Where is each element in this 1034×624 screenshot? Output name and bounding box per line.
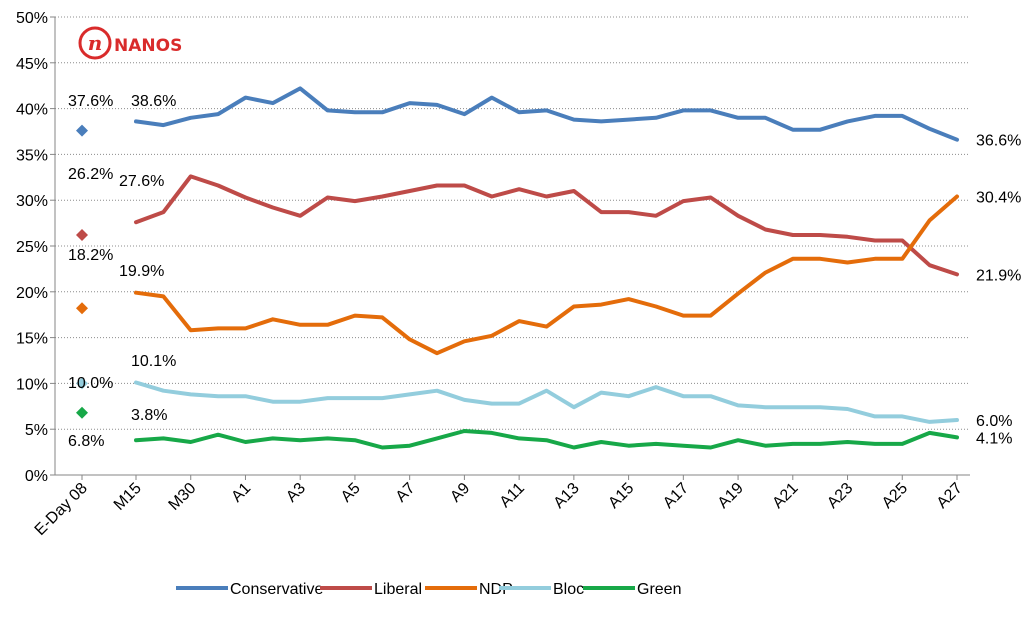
start-label: 3.8%: [131, 407, 167, 424]
series-line-bloc: [134, 380, 959, 424]
series-line-ndp: [134, 194, 959, 356]
y-tick-label: 40%: [16, 102, 48, 119]
start-label: 38.6%: [131, 93, 176, 110]
y-tick-label: 15%: [16, 331, 48, 348]
y-tick-label: 25%: [16, 239, 48, 256]
start-label: 10.1%: [131, 353, 176, 370]
end-label: 36.6%: [976, 133, 1021, 150]
series-line-conservative: [134, 86, 959, 142]
y-tick-label: 5%: [25, 422, 48, 439]
x-tick-label: A19: [715, 480, 747, 512]
x-tick-label: A13: [551, 480, 583, 512]
x-tick-label: A5: [338, 480, 364, 506]
eday-label: 26.2%: [68, 166, 113, 183]
x-tick-label: A9: [447, 480, 473, 506]
end-label: 4.1%: [976, 430, 1012, 447]
end-label: 30.4%: [976, 190, 1021, 207]
x-axis: E-Day 08 M15 M30 A1 A3 A5 A7 A9 A11 A13 A15 A17 A19 A…: [32, 474, 970, 539]
end-label: 21.9%: [976, 267, 1021, 284]
election-day-markers: [76, 124, 88, 419]
y-tick-label: 35%: [16, 147, 48, 164]
eday-label: 18.2%: [68, 247, 113, 264]
x-tick-label: A21: [769, 480, 801, 512]
legend-label: Green: [637, 581, 681, 598]
x-tick-label: A3: [283, 480, 309, 506]
y-tick-label: 20%: [16, 285, 48, 302]
x-tick-label: A25: [879, 480, 911, 512]
y-axis: 0% 5% 10% 15% 20% 25% 30% 35% 40% 45% 50%: [16, 10, 56, 485]
y-tick-label: 50%: [16, 10, 48, 27]
legend-label: NDP: [479, 581, 513, 598]
series-line-green: [134, 429, 959, 450]
eday-marker-conservative: [76, 124, 88, 137]
x-tick-label: M30: [166, 480, 200, 514]
legend: Conservative Liberal NDP Bloc Green: [176, 581, 681, 598]
eday-marker-ndp: [76, 302, 88, 315]
nanos-logo: n NANOS: [78, 26, 182, 60]
start-label: 19.9%: [119, 263, 164, 280]
x-tick-label: M15: [111, 480, 145, 514]
x-tick-label: A11: [497, 480, 528, 511]
x-tick-label: A17: [660, 480, 692, 512]
y-tick-label: 10%: [16, 376, 48, 393]
eday-marker-liberal: [76, 229, 88, 242]
x-tick-label: A23: [824, 480, 856, 512]
x-tick-label: E-Day 08: [32, 480, 91, 539]
series-lines: [134, 86, 959, 450]
data-labels: 37.6% 26.2% 18.2% 10.0% 6.8% 38.6% 27.6% 19.9% 1…: [68, 93, 1021, 450]
x-tick-label: A1: [228, 480, 254, 506]
x-tick-label: A7: [393, 480, 419, 506]
start-label: 27.6%: [119, 173, 164, 190]
eday-marker-green: [76, 406, 88, 419]
legend-label: Conservative: [230, 581, 323, 598]
eday-label: 10.0%: [68, 375, 113, 392]
eday-label: 6.8%: [68, 433, 104, 450]
x-tick-label: A27: [934, 480, 966, 512]
y-tick-label: 30%: [16, 193, 48, 210]
y-tick-label: 0%: [25, 468, 48, 485]
y-tick-label: 45%: [16, 56, 48, 73]
logo-text: NANOS: [114, 36, 182, 56]
series-line-liberal: [134, 174, 959, 277]
legend-label: Bloc: [553, 581, 584, 598]
eday-marker-bloc: [76, 377, 88, 390]
logo-mark: n: [88, 31, 103, 55]
x-tick-label: A15: [605, 480, 637, 512]
gridlines: [55, 16, 970, 430]
end-label: 6.0%: [976, 413, 1012, 430]
legend-label: Liberal: [374, 581, 422, 598]
logo-circle-icon: [78, 26, 112, 60]
eday-label: 37.6%: [68, 93, 113, 110]
